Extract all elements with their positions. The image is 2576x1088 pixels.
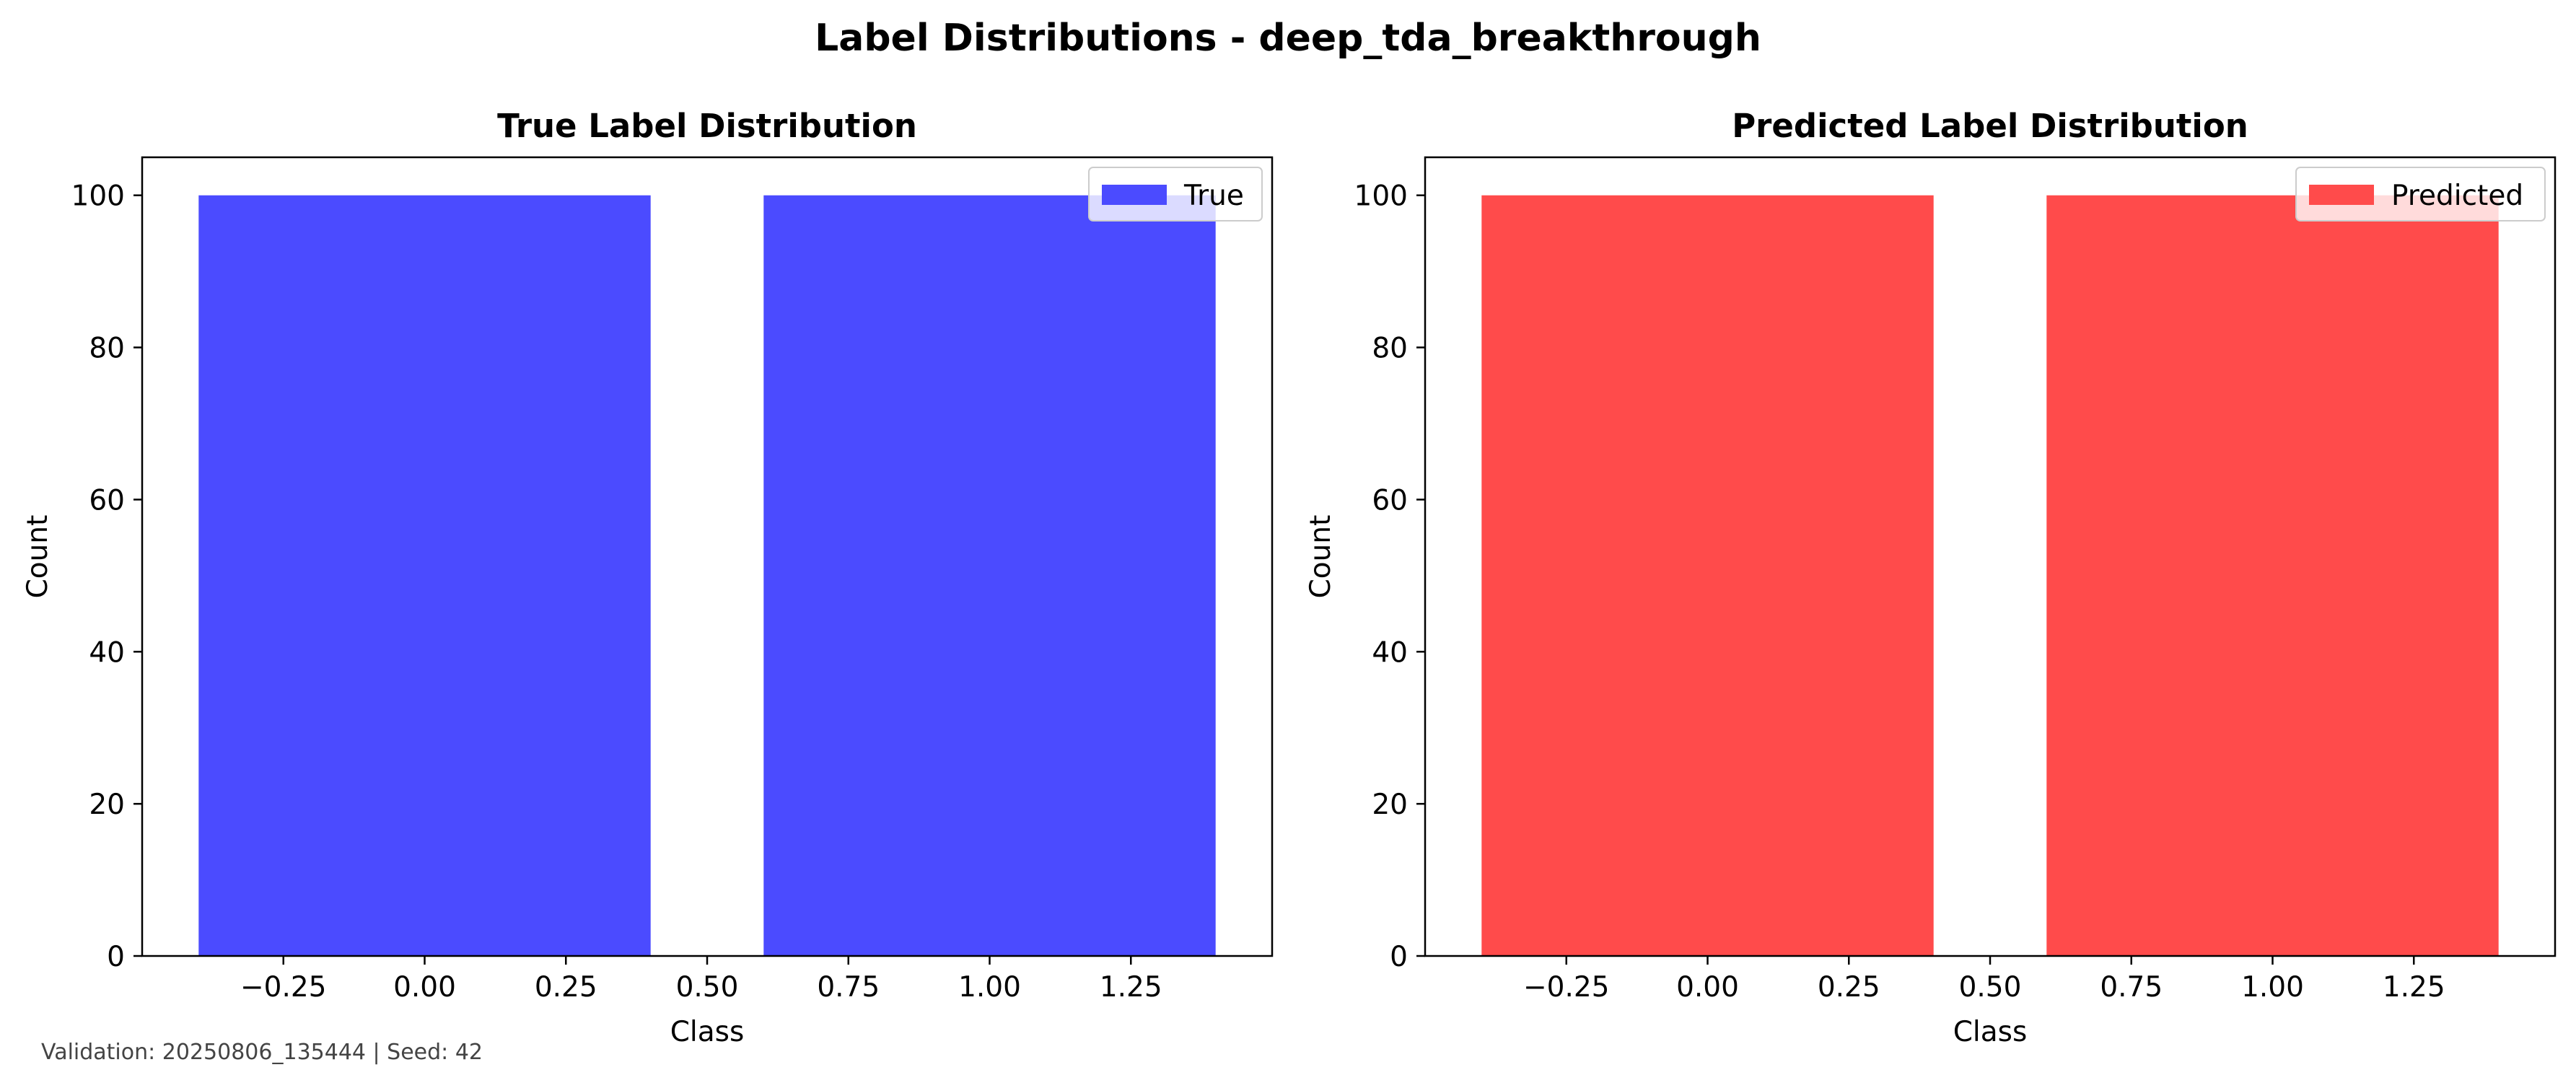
predicted-y-tick-label: 60 — [1372, 484, 1408, 517]
predicted-x-tick-label: 0.75 — [2100, 971, 2163, 1004]
predicted-x-tick-label: 1.00 — [2241, 971, 2304, 1004]
predicted-y-tick-label: 20 — [1372, 789, 1408, 821]
true-legend: True — [1088, 167, 1263, 221]
true-y-tick-label: 100 — [71, 180, 125, 213]
true-legend-box — [1088, 167, 1263, 221]
predicted-x-tick-label: 0.50 — [1959, 971, 2022, 1004]
predicted-x-tick-label: 0.25 — [1818, 971, 1880, 1004]
predicted-bar-class-0 — [1481, 195, 1934, 956]
predicted-y-tick-label: 80 — [1372, 333, 1408, 365]
predicted-bar-class-1 — [2046, 195, 2499, 956]
true-y-tick-label: 20 — [89, 789, 125, 821]
predicted-x-tick-label: −0.25 — [1523, 971, 1610, 1004]
figure-suptitle: Label Distributions - deep_tda_breakthro… — [815, 17, 1761, 60]
predicted-y-tick-label: 40 — [1372, 636, 1408, 669]
predicted-x-axis-label: Class — [1953, 1016, 2028, 1048]
true-x-tick-label: 1.25 — [1100, 971, 1162, 1004]
true-chart-title: True Label Distribution — [497, 107, 917, 145]
true-legend-label: True — [1183, 180, 1244, 212]
true-y-tick-label: 80 — [89, 333, 125, 365]
true-y-tick-label: 60 — [89, 484, 125, 517]
true-y-tick-label: 40 — [89, 636, 125, 669]
true-x-axis-label: Class — [670, 1016, 745, 1048]
true-x-tick-label: 1.00 — [958, 971, 1021, 1004]
predicted-label-chart: −0.25 0.00 0.25 0.50 0.75 1.00 1.25 0 20 40 60 80 10… — [1305, 107, 2557, 1048]
true-label-chart: −0.25 0.00 0.25 0.50 0.75 1.00 1.25 0 20 40 60 80 10… — [22, 107, 1274, 1048]
predicted-y-tick-label: 100 — [1354, 180, 1408, 213]
predicted-y-axis-label: Count — [1305, 515, 1337, 599]
true-x-tick-label: −0.25 — [240, 971, 327, 1004]
true-y-tick-label: 0 — [107, 941, 125, 973]
true-y-axis-label: Count — [22, 515, 54, 599]
true-x-tick-label: 0.50 — [676, 971, 739, 1004]
predicted-legend-swatch — [2309, 185, 2374, 205]
true-bar-class-1 — [763, 195, 1216, 956]
true-bar-class-0 — [198, 195, 651, 956]
predicted-legend-label: Predicted — [2391, 180, 2523, 212]
predicted-x-tick-label: 1.25 — [2383, 971, 2445, 1004]
true-x-tick-label: 0.25 — [535, 971, 597, 1004]
predicted-y-tick-label: 0 — [1390, 941, 1408, 973]
true-legend-swatch — [1102, 185, 1167, 205]
true-x-tick-label: 0.75 — [817, 971, 880, 1004]
true-x-tick-label: 0.00 — [393, 971, 456, 1004]
validation-footer: Validation: 20250806_135444 | Seed: 42 — [41, 1040, 483, 1065]
predicted-chart-title: Predicted Label Distribution — [1732, 107, 2248, 145]
predicted-x-tick-label: 0.00 — [1676, 971, 1739, 1004]
predicted-legend-box — [2295, 167, 2546, 221]
predicted-legend: Predicted — [2295, 167, 2546, 221]
